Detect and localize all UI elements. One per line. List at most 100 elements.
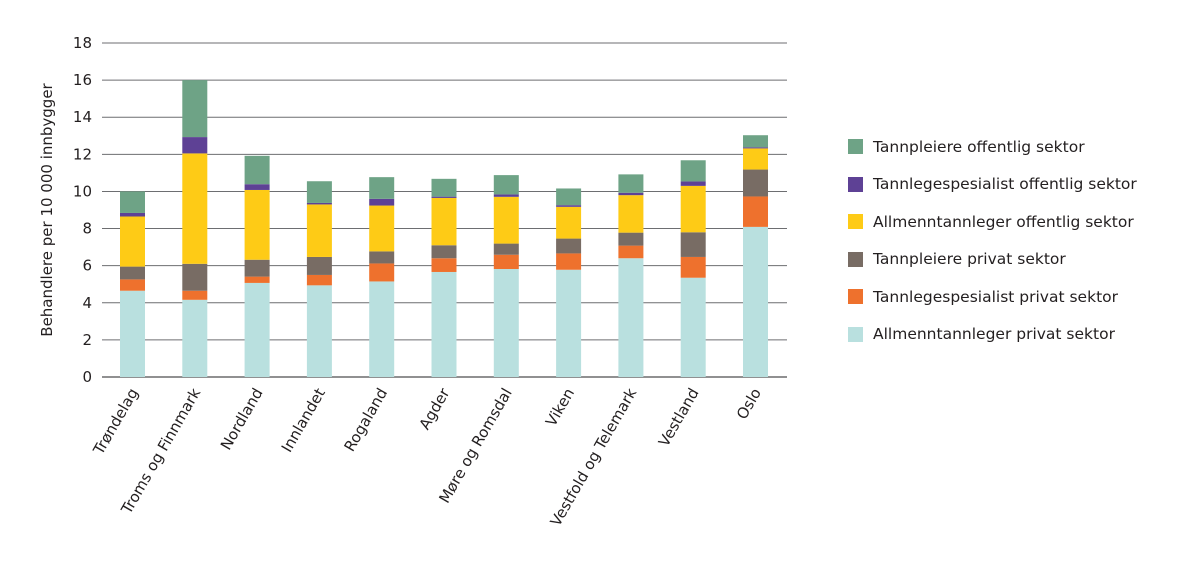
y-tick-label: 10 [73,182,92,200]
bar-segment [493,175,519,195]
bar-segment [306,204,332,257]
x-tick-label: Vestland [655,385,703,450]
bars [120,80,768,377]
bar-segment [306,285,332,377]
x-tick-label: Agder [416,384,454,432]
bar-segment [493,194,519,197]
bar-segment [493,269,519,377]
y-tick-label: 0 [82,368,92,386]
y-axis-ticks: 0 2 4 6 8 10 12 14 16 18 [73,34,92,386]
bar-segment [618,258,644,377]
y-tick-label: 14 [73,108,92,126]
y-tick-label: 6 [82,257,92,275]
bar-segment [618,192,644,196]
bar-segment [618,245,644,259]
bar-stack [556,188,582,377]
bar-segment [120,266,145,280]
x-tick-label: Oslo [733,385,765,423]
legend-swatch [848,214,863,230]
legend-label: Allmenntannleger offentlig sektor [873,212,1134,231]
legend-label: Tannpleiere offentlig sektor [873,137,1085,156]
bar-segment [120,191,145,213]
legend-swatch [848,251,863,267]
y-tick-label: 12 [73,145,92,163]
bar-stack [120,191,145,377]
y-tick-label: 4 [82,294,92,312]
legend-item: Tannpleiere privat sektor [848,241,1137,279]
y-tick-label: 2 [82,331,92,349]
bar-segment [369,177,395,199]
bar-segment [493,243,519,255]
bar-segment [306,181,332,203]
legend-item: Allmenntannleger offentlig sektor [848,203,1137,241]
bar-stack [306,181,332,377]
bar-segment [431,196,457,198]
bar-stack [431,178,457,377]
bar-segment [182,290,208,300]
bar-segment [244,184,270,190]
bar-segment [680,277,706,377]
bar-segment [743,147,768,149]
legend-swatch [848,139,863,155]
bar-segment [120,216,145,267]
bar-segment [743,135,768,148]
bar-segment [743,196,768,227]
bar-segment [306,202,332,205]
bar-segment [431,178,457,197]
legend-swatch [848,289,863,305]
legend-label: Tannlegespesialist offentlig sektor [873,175,1137,194]
legend-swatch [848,176,863,192]
bar-segment [556,238,582,254]
bar-segment [680,256,706,278]
bar-segment [244,259,270,277]
bar-stack [680,160,706,377]
bar-segment [743,169,768,197]
bar-stack [493,175,519,377]
bar-segment [244,276,270,283]
bar-segment [743,148,768,170]
bar-segment [369,281,395,377]
bar-segment [369,198,395,206]
legend-label: Allmenntannleger privat sektor [873,325,1115,344]
bar-segment [680,160,706,182]
bar-segment [431,245,457,259]
bar-segment [120,212,145,217]
bar-stack [743,135,768,377]
bar-segment [743,226,768,377]
bar-segment [369,205,395,252]
bar-stack [618,174,644,377]
bar-segment [244,282,270,377]
legend-item: Tannlegespesialist offentlig sektor [848,166,1137,204]
bar-segment [244,189,270,260]
bar-segment [120,290,145,377]
bar-segment [556,205,582,207]
bar-stack [182,80,208,377]
y-tick-label: 8 [82,220,92,238]
bar-segment [431,197,457,246]
x-tick-label: Rogaland [341,385,392,455]
legend-item: Tannpleiere offentlig sektor [848,128,1137,166]
bar-segment [306,256,332,275]
legend-item: Allmenntannleger privat sektor [848,316,1137,354]
legend-item: Tannlegespesialist privat sektor [848,278,1137,316]
bar-segment [182,80,208,138]
bar-segment [306,274,332,286]
bar-stack [244,155,270,377]
y-tick-label: 16 [73,71,92,89]
bar-segment [618,195,644,233]
legend-label: Tannlegespesialist privat sektor [873,287,1119,306]
x-tick-label: Viken [542,385,578,430]
x-tick-label: Innlandet [278,385,329,456]
bar-segment [556,206,582,239]
bar-segment [120,279,145,291]
bar-segment [493,254,519,270]
bar-segment [618,174,644,193]
y-tick-label: 18 [73,34,92,52]
bar-segment [556,253,582,270]
legend-swatch [848,326,863,342]
bar-segment [680,232,706,257]
bar-segment [680,181,706,186]
bar-segment [680,185,706,233]
legend-label: Tannpleiere privat sektor [873,250,1066,269]
